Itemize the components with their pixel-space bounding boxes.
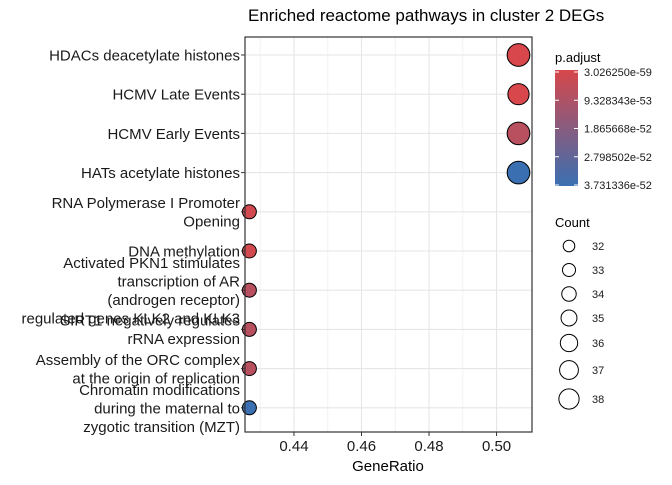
size-legend-label: 38 [592, 394, 604, 406]
x-axis-ticks: 0.44 0.46 0.48 0.50 [279, 432, 511, 455]
size-legend-label: 35 [592, 313, 604, 325]
size-legend-title: Count [555, 215, 590, 230]
y-tick-label: HCMV Early Events [107, 126, 240, 143]
size-legend-key [559, 360, 579, 380]
grid-minor [259, 37, 464, 432]
y-tick-label: HCMV Late Events [112, 87, 240, 104]
size-legend-label: 36 [592, 338, 604, 350]
x-tick-label: 0.44 [279, 438, 308, 455]
data-point [506, 160, 531, 185]
x-tick-label: 0.48 [414, 438, 443, 455]
size-legend-key [560, 309, 578, 327]
y-tick-label: SIRT1 negatively regulates rRNA expressio… [60, 313, 240, 349]
data-point [507, 83, 530, 106]
size-legend-items: 32 33 34 35 36 37 38 [558, 239, 604, 410]
size-legend-label: 33 [592, 265, 604, 277]
x-axis-label: GeneRatio [352, 458, 424, 475]
y-axis-labels: HDACs deacetylate histones HCMV Late Even… [21, 48, 245, 436]
color-legend-title: p.adjust [555, 50, 601, 65]
data-point [506, 121, 531, 146]
color-legend-ticks: 3.026250e-59 9.328343e-53 1.865668e-52 2.79… [555, 67, 652, 192]
y-tick-label: Assembly of the ORC complex at the origin… [36, 352, 241, 388]
color-legend: p.adjust 3.026250e-59 9.328343e-53 1.86566… [555, 50, 652, 192]
y-tick-label: HATs acetylate histones [81, 165, 240, 182]
color-legend-label: 1.865668e-52 [584, 124, 652, 136]
y-tick-label: Activated PKN1 stimulates transcription o… [21, 255, 240, 328]
x-tick-label: 0.50 [482, 438, 511, 455]
size-legend: Count 32 33 34 35 36 37 38 [555, 215, 604, 410]
plot-border [244, 36, 533, 433]
color-legend-label: 3.731336e-52 [584, 180, 652, 192]
data-point [506, 43, 531, 67]
chart-title: Enriched reactome pathways in cluster 2 … [248, 6, 604, 25]
color-legend-label: 2.798502e-52 [584, 152, 652, 164]
plot-panel [245, 37, 532, 432]
x-tick-label: 0.46 [347, 438, 376, 455]
grid-major [245, 37, 532, 432]
size-legend-key [559, 333, 579, 353]
color-legend-bar [555, 70, 578, 186]
y-tick-label: HDACs deacetylate histones [49, 48, 240, 65]
color-legend-label: 3.026250e-59 [584, 67, 652, 79]
size-legend-key [561, 286, 577, 302]
color-legend-label: 9.328343e-53 [584, 95, 652, 107]
size-legend-key [558, 388, 580, 410]
size-legend-key [561, 262, 577, 278]
size-legend-label: 37 [592, 365, 604, 377]
y-tick-label: Chromatin modifications during the matern… [79, 382, 240, 436]
y-tick-label: RNA Polymerase I Promoter Opening [52, 195, 240, 231]
size-legend-key [562, 239, 576, 253]
y-tick-label: DNA methylation [128, 244, 240, 261]
size-legend-label: 34 [592, 289, 604, 301]
size-legend-label: 32 [592, 241, 604, 253]
